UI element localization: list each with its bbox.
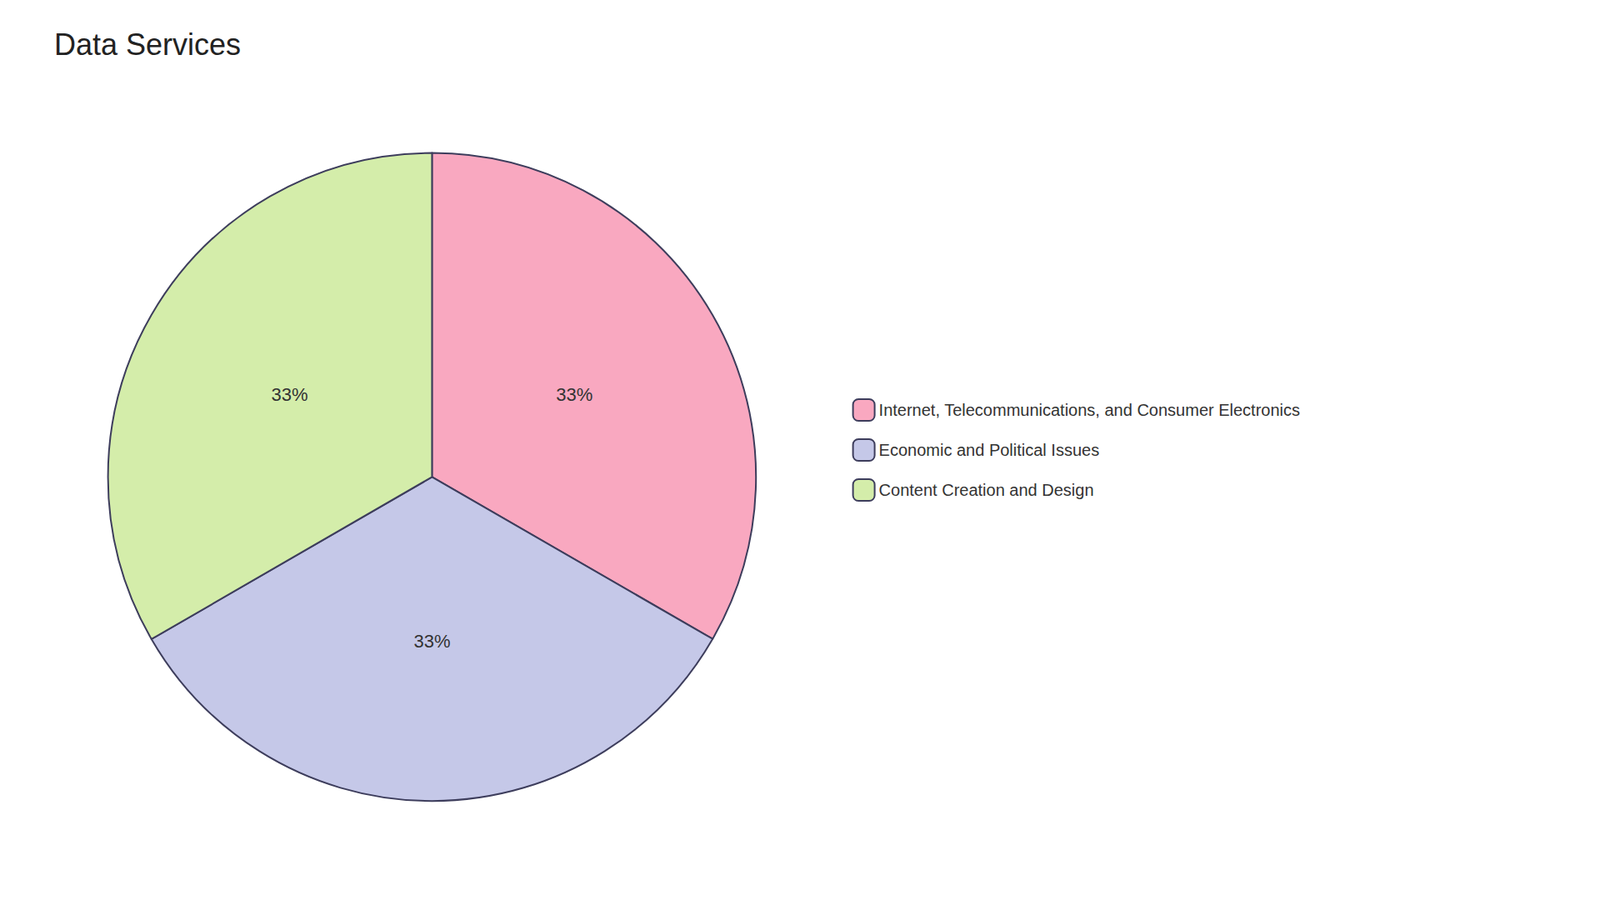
- svg-text:Internet, Telecommunications,: Internet, Telecommunications, and Consum…: [879, 400, 1300, 420]
- svg-text:Data Services: Data Services: [54, 27, 241, 62]
- svg-text:Content Creation and Design: Content Creation and Design: [879, 480, 1095, 500]
- svg-text:33%: 33%: [270, 384, 308, 405]
- svg-text:Economic and Political Issues: Economic and Political Issues: [879, 440, 1100, 460]
- svg-text:33%: 33%: [413, 630, 450, 652]
- svg-text:33%: 33%: [555, 384, 593, 405]
